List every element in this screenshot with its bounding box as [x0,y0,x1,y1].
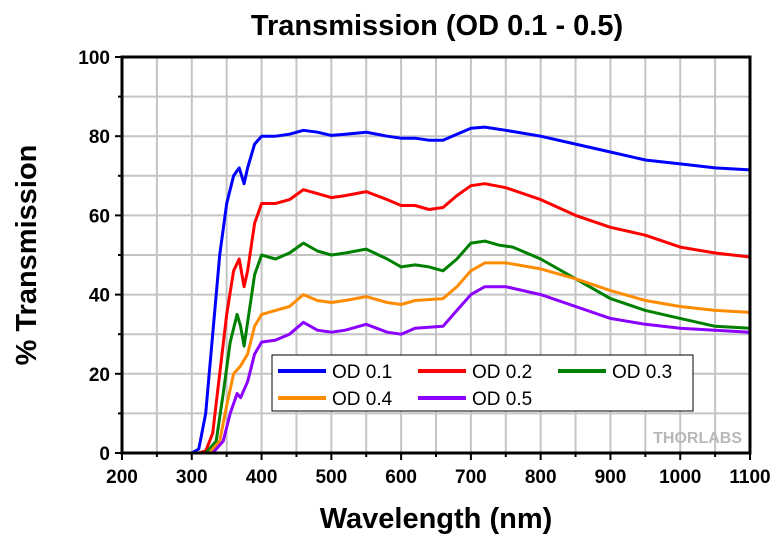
series-line-od-0-2 [122,182,751,455]
legend-label: OD 0.3 [612,362,672,383]
chart-title: Transmission (OD 0.1 - 0.5) [251,10,623,42]
x-tick-label: 400 [246,467,278,488]
legend-label: OD 0.5 [472,389,532,410]
x-tick-label: 900 [595,467,627,488]
y-tick-label: 0 [99,444,110,465]
axis-ticks: 200 300 400 500 600 700 800 900 1000 1100 0 20 40 60 8… [78,48,770,488]
x-axis-label: Wavelength (nm) [320,503,553,535]
series-line-od-0-5 [122,285,751,455]
x-tick-label: 800 [525,467,557,488]
series-line-od-0-4 [122,261,751,455]
y-axis-label: % Transmission [11,145,43,366]
y-tick-label: 80 [89,127,110,148]
x-tick-label: 300 [176,467,208,488]
thorlabs-watermark: THORLABS [653,430,742,447]
x-tick-label: 700 [455,467,487,488]
x-tick-label: 200 [106,467,138,488]
series-line-od-0-3 [122,239,751,455]
y-tick-label: 40 [89,286,110,307]
x-tick-label: 600 [385,467,417,488]
legend: OD 0.1 OD 0.2 OD 0.3 OD 0.4 OD 0.5 [271,354,694,412]
x-tick-label: 1000 [659,467,701,488]
legend-label: OD 0.1 [332,362,392,383]
series-line-od-0-1 [122,125,751,455]
y-tick-label: 100 [78,48,110,69]
y-tick-label: 60 [89,206,110,227]
legend-label: OD 0.2 [472,362,532,383]
x-tick-label: 500 [315,467,347,488]
legend-label: OD 0.4 [332,389,393,410]
y-tick-label: 20 [89,365,110,386]
series-lines [122,125,751,455]
x-tick-label: 1100 [729,467,770,488]
